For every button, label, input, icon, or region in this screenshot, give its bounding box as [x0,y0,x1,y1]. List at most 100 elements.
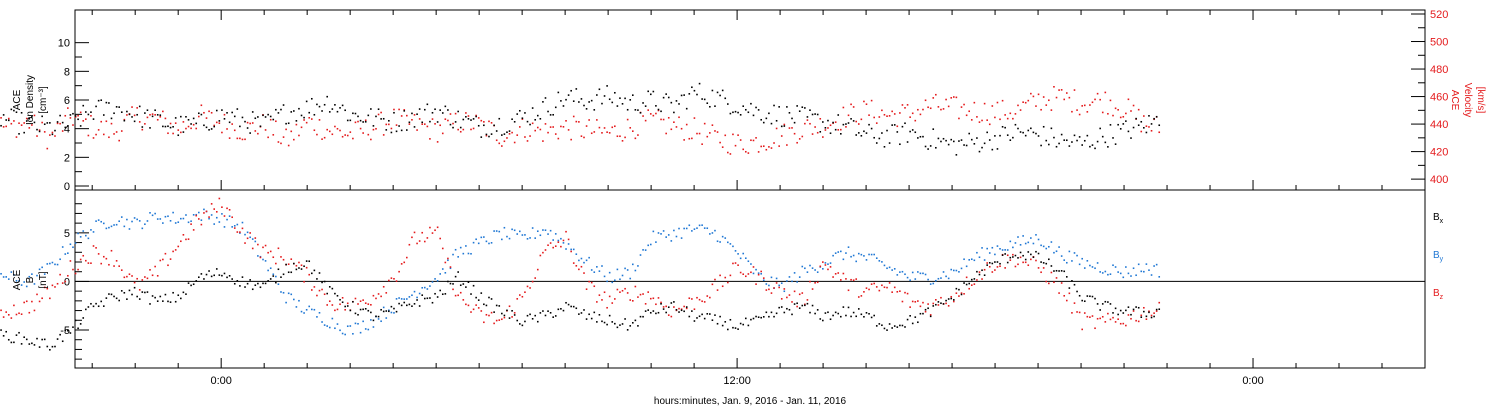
velocity-point [364,119,367,122]
velocity-point [169,122,172,125]
bx-point [280,276,282,278]
velocity-point [678,116,680,119]
bx-point [483,303,485,306]
bx-point [1024,258,1027,261]
by-point [616,268,619,271]
by-point [1119,272,1122,275]
bx-point [524,320,526,323]
bx-point [691,310,693,312]
density-point [485,133,488,136]
density-point [801,106,804,108]
bx-point [873,314,875,317]
density-point [118,106,120,108]
by-point [359,331,362,334]
bx-point [940,302,942,305]
by-point [801,265,804,268]
bz-point [110,249,113,252]
velocity-point [1050,109,1053,111]
bz-point [123,276,126,279]
bz-point [855,278,858,280]
bx-point [963,282,965,284]
density-point [475,115,477,118]
velocity-point [760,145,762,148]
bx-point [829,318,832,321]
bz-point [660,301,662,304]
bz-point [565,230,567,233]
by-point [660,233,662,235]
bx-point [1101,303,1104,305]
by-point [976,251,978,254]
by-point [1089,264,1091,267]
bz-point [1096,317,1099,320]
velocity-point [264,129,267,131]
velocity-point [151,113,154,115]
velocity-point [991,105,994,107]
density-point [195,122,198,125]
bz-point [264,244,267,247]
velocity-point [855,120,858,123]
velocity-point [239,137,241,140]
velocity-point [904,107,906,109]
by-point [706,227,709,230]
bz-point [513,312,516,314]
bz-point [570,250,572,253]
bz-point [678,307,680,310]
density-point [791,117,793,120]
density-point [822,121,824,123]
by-point [388,309,390,312]
bz-point [955,292,958,294]
velocity-point [167,132,169,135]
density-point [1058,142,1060,145]
bx-point [146,291,149,293]
by-point [526,238,529,240]
density-point [25,120,28,122]
density-point [213,125,216,128]
by-point [881,261,883,263]
by-point [480,236,483,239]
density-point [285,122,287,125]
bz-point [321,288,323,291]
velocity-point [685,123,688,126]
bz-point [539,254,542,257]
bz-point [331,304,334,306]
density-point [570,89,572,92]
velocity-point [881,109,883,112]
velocity-point [300,126,303,129]
bx-point [287,271,290,274]
by-point [567,243,570,245]
bx-point [51,345,54,348]
bx-point [488,296,490,299]
density-point [267,113,269,116]
by-point [393,312,395,314]
bx-point [259,286,262,289]
by-point [647,244,650,247]
velocity-point [965,114,968,117]
velocity-point [285,128,287,131]
velocity-point [611,126,614,129]
bz-point [477,307,480,309]
bx-point [542,310,544,312]
bx-point [357,313,359,316]
bz-point [310,289,313,291]
bz-point [755,283,757,285]
velocity-point [698,132,701,135]
by-point [1083,267,1086,269]
velocity-point [282,136,285,138]
bx-point [1096,303,1099,305]
velocity-point [231,123,233,125]
bz-point [344,308,346,311]
by-point [639,254,642,256]
bx-point [565,301,567,304]
velocity-point [372,128,375,131]
bx-point [549,311,552,314]
bz-point [732,262,734,265]
velocity-point [408,123,411,125]
bz-point [375,297,377,300]
density-point [457,110,459,113]
by-point [816,271,819,273]
bz-point [441,247,444,250]
by-point [675,235,678,238]
bx-point [1065,276,1068,278]
bz-point [621,289,624,292]
bz-point [149,269,151,271]
